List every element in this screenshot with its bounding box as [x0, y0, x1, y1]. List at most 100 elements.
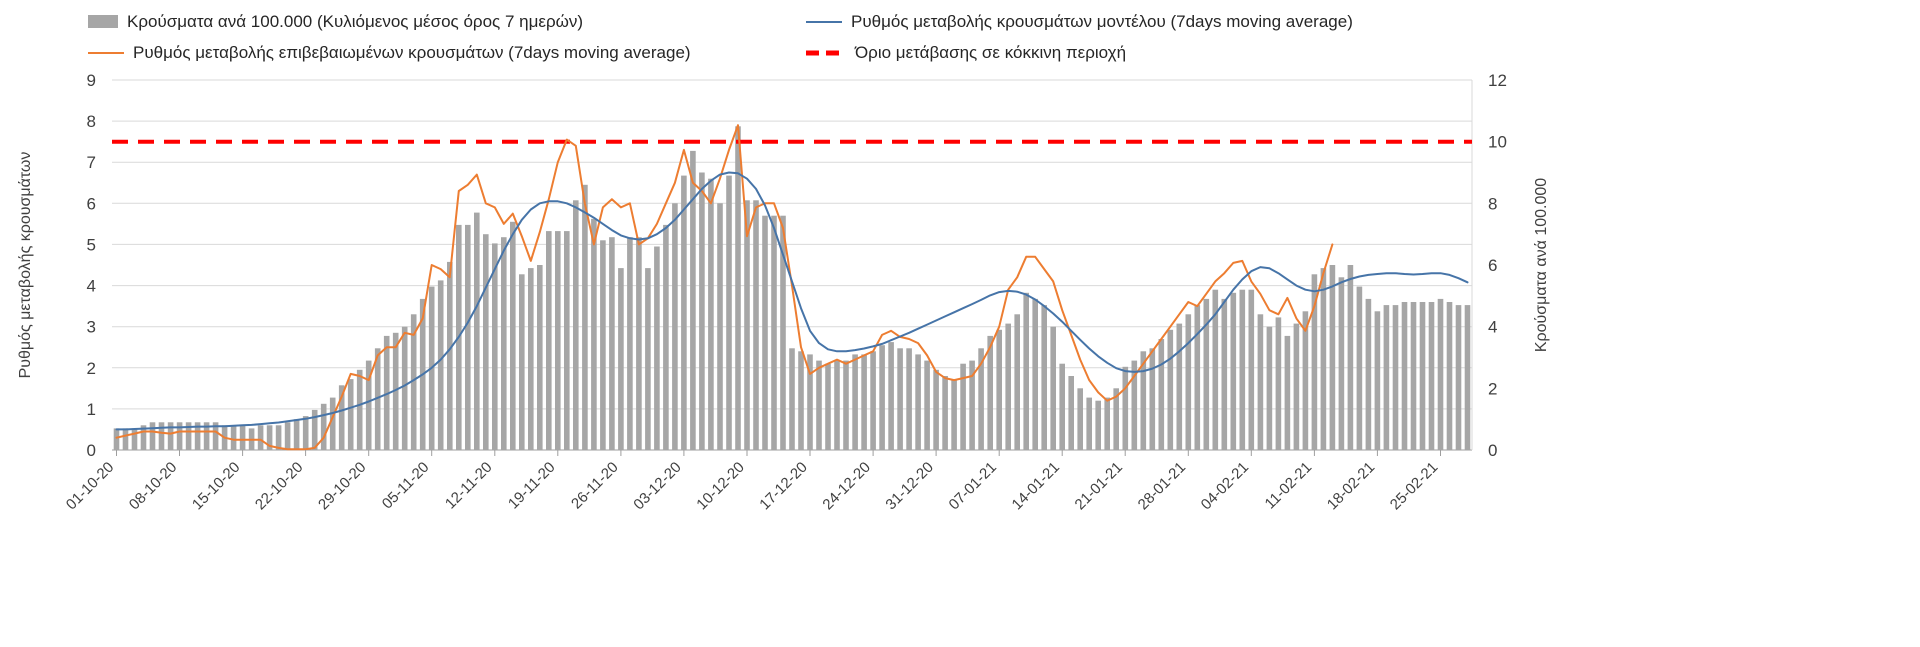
- bar: [131, 428, 138, 450]
- bar: [861, 354, 867, 450]
- bar: [510, 221, 516, 450]
- x-axis-tick-label: 22-10-20: [252, 459, 306, 513]
- bar: [185, 422, 192, 451]
- bar: [1239, 289, 1246, 450]
- x-axis-tick-label: 25-02-21: [1387, 459, 1441, 513]
- bar: [1086, 397, 1092, 450]
- right-axis-tick-label: 12: [1488, 71, 1507, 90]
- x-axis-tick-label: 18-02-21: [1324, 459, 1378, 513]
- bar: [1149, 348, 1156, 451]
- legend-label-threshold-line: Όριο μετάβασης σε κόκκινη περιοχή: [855, 42, 1127, 62]
- bar: [203, 422, 210, 451]
- bar: [275, 425, 282, 450]
- right-axis-tick-label: 6: [1488, 256, 1497, 275]
- bar: [780, 215, 786, 450]
- x-axis-tick-label: 01-10-20: [63, 459, 117, 513]
- bar: [401, 326, 408, 450]
- bar: [1383, 305, 1390, 450]
- bar: [329, 397, 336, 450]
- left-axis-tick-label: 0: [87, 441, 96, 460]
- bar: [365, 360, 372, 450]
- bar: [284, 422, 291, 451]
- bar: [483, 234, 489, 450]
- bar: [915, 354, 921, 450]
- bar: [311, 409, 318, 450]
- x-axis-tick-label: 31-12-20: [882, 459, 936, 513]
- bar: [1023, 292, 1029, 451]
- bar: [726, 175, 732, 450]
- bar: [681, 175, 687, 450]
- bar: [1338, 277, 1345, 450]
- bar: [1113, 388, 1119, 450]
- bar: [960, 363, 966, 450]
- left-axis-tick-label: 8: [87, 112, 96, 131]
- bar: [257, 425, 264, 450]
- bar: [501, 237, 507, 450]
- x-axis-tick-label: 10-12-20: [693, 459, 747, 513]
- bar: [627, 237, 633, 450]
- bar: [1176, 323, 1183, 450]
- bar: [825, 363, 831, 450]
- x-axis-tick-label: 21-01-21: [1072, 459, 1126, 513]
- bar: [113, 428, 120, 450]
- left-axis-tick-label: 9: [87, 71, 96, 90]
- bar: [789, 348, 795, 451]
- bar: [392, 332, 399, 450]
- bar: [1365, 298, 1372, 450]
- bar: [194, 422, 201, 451]
- bar: [699, 172, 705, 450]
- x-axis-tick-label: 03-12-20: [630, 459, 684, 513]
- bar: [654, 246, 660, 450]
- bar: [1077, 388, 1083, 450]
- left-axis-tick-label: 4: [87, 277, 96, 296]
- bar: [1392, 305, 1399, 450]
- bar: [1401, 302, 1408, 450]
- bar: [834, 360, 840, 450]
- bar: [447, 261, 453, 450]
- bar: [356, 369, 363, 450]
- bar: [744, 200, 750, 450]
- bar: [1284, 335, 1291, 450]
- bar: [573, 200, 579, 450]
- bar: [266, 425, 273, 450]
- bar: [1221, 298, 1228, 450]
- right-axis-tick-label: 2: [1488, 379, 1497, 398]
- left-axis-tick-label: 5: [87, 235, 96, 254]
- bar: [645, 268, 651, 450]
- bar: [771, 215, 777, 450]
- bar: [555, 231, 561, 450]
- bar: [1212, 289, 1219, 450]
- left-axis-tick-label: 3: [87, 318, 96, 337]
- bar: [924, 360, 930, 450]
- x-axis-tick-label: 07-01-21: [946, 459, 1000, 513]
- bar: [582, 184, 588, 451]
- bar: [347, 379, 354, 450]
- bar: [1041, 305, 1047, 450]
- bar: [1230, 292, 1237, 451]
- bar: [1194, 305, 1201, 450]
- bar: [1302, 311, 1309, 451]
- bar: [672, 203, 678, 450]
- right-axis-title: Κρούσματα ανά 100.000: [1533, 178, 1550, 352]
- bar: [437, 280, 444, 450]
- confirmed-line-swatch-icon: [88, 51, 124, 54]
- bar: [888, 342, 894, 450]
- legend-item-threshold-line: Όριο μετάβασης σε κόκκινη περιοχή: [806, 37, 1126, 68]
- bar: [933, 369, 939, 450]
- bar: [1437, 298, 1444, 450]
- bar: [167, 422, 174, 451]
- bar: [1185, 314, 1192, 450]
- bar: [1131, 360, 1138, 450]
- bar: [879, 345, 885, 450]
- right-axis-tick-label: 10: [1488, 133, 1507, 152]
- left-axis-tick-label: 7: [87, 153, 96, 172]
- bar: [1446, 302, 1453, 450]
- x-axis-tick-label: 24-12-20: [819, 459, 873, 513]
- x-axis-tick-label: 11-02-21: [1262, 459, 1316, 513]
- bar: [591, 218, 597, 451]
- bar: [870, 351, 876, 450]
- bar: [708, 178, 714, 450]
- chart-legend: Κρούσματα ανά 100.000 (Κυλιόμενος μέσος …: [0, 6, 1920, 68]
